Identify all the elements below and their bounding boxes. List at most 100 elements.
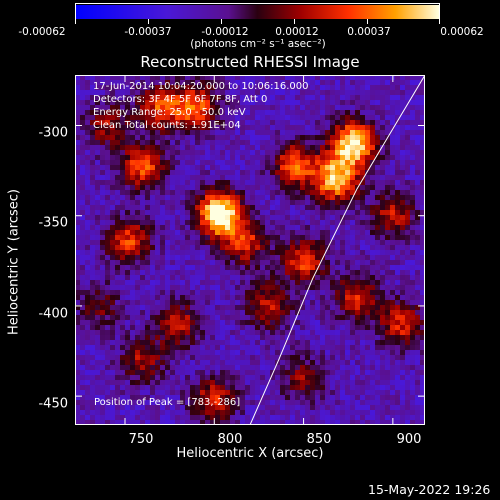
- image-pixel: [270, 100, 276, 106]
- image-pixel: [275, 235, 281, 241]
- colorbar-tick-label: -0.00012: [201, 26, 249, 38]
- image-pixel: [320, 405, 326, 411]
- image-pixel: [315, 410, 321, 416]
- image-pixel: [110, 290, 116, 296]
- image-pixel: [180, 420, 186, 425]
- image-pixel: [220, 200, 226, 206]
- image-pixel: [395, 335, 401, 341]
- image-pixel: [365, 245, 371, 251]
- image-pixel: [420, 350, 425, 356]
- image-pixel: [285, 235, 291, 241]
- image-pixel: [110, 360, 116, 366]
- image-pixel: [410, 95, 416, 101]
- image-pixel: [355, 265, 361, 271]
- image-pixel: [355, 180, 361, 186]
- image-pixel: [300, 140, 306, 146]
- image-pixel: [220, 310, 226, 316]
- image-pixel: [260, 340, 266, 346]
- image-pixel: [415, 115, 421, 121]
- image-pixel: [215, 245, 221, 251]
- image-pixel: [275, 155, 281, 161]
- image-pixel: [310, 245, 316, 251]
- image-pixel: [175, 95, 181, 101]
- image-pixel: [400, 225, 406, 231]
- image-pixel: [360, 320, 366, 326]
- image-pixel: [275, 295, 281, 301]
- image-pixel: [195, 375, 201, 381]
- image-pixel: [340, 355, 346, 361]
- image-pixel: [75, 270, 81, 276]
- image-pixel: [180, 260, 186, 266]
- image-pixel: [265, 100, 271, 106]
- image-pixel: [215, 290, 221, 296]
- image-pixel: [160, 340, 166, 346]
- image-pixel: [290, 320, 296, 326]
- image-pixel: [295, 245, 301, 251]
- image-pixel: [95, 360, 101, 366]
- image-pixel: [410, 350, 416, 356]
- image-pixel: [75, 250, 81, 256]
- image-pixel: [140, 190, 146, 196]
- image-pixel: [260, 290, 266, 296]
- image-pixel: [420, 180, 425, 186]
- image-pixel: [315, 365, 321, 371]
- image-pixel: [115, 260, 121, 266]
- image-pixel: [190, 75, 196, 81]
- image-pixel: [150, 185, 156, 191]
- image-pixel: [390, 85, 396, 91]
- rhessi-image-canvas: [75, 75, 425, 425]
- image-pixel: [415, 235, 421, 241]
- image-pixel: [215, 385, 221, 391]
- image-pixel: [230, 340, 236, 346]
- image-pixel: [200, 275, 206, 281]
- image-pixel: [260, 225, 266, 231]
- image-pixel: [265, 305, 271, 311]
- image-pixel: [230, 235, 236, 241]
- image-pixel: [265, 190, 271, 196]
- image-pixel: [125, 225, 131, 231]
- image-pixel: [280, 155, 286, 161]
- image-pixel: [275, 365, 281, 371]
- image-pixel: [190, 140, 196, 146]
- image-pixel: [290, 145, 296, 151]
- image-pixel: [405, 365, 411, 371]
- image-pixel: [300, 120, 306, 126]
- image-pixel: [170, 125, 176, 131]
- image-pixel: [130, 155, 136, 161]
- image-pixel: [225, 220, 231, 226]
- image-pixel: [150, 340, 156, 346]
- image-pixel: [390, 415, 396, 421]
- image-pixel: [270, 235, 276, 241]
- image-pixel: [255, 275, 261, 281]
- image-pixel: [130, 115, 136, 121]
- image-pixel: [80, 320, 86, 326]
- image-pixel: [405, 280, 411, 286]
- image-pixel: [380, 135, 386, 141]
- image-pixel: [235, 350, 241, 356]
- image-pixel: [255, 235, 261, 241]
- image-pixel: [325, 235, 331, 241]
- image-pixel: [335, 340, 341, 346]
- image-pixel: [320, 85, 326, 91]
- image-pixel: [335, 135, 341, 141]
- image-pixel: [365, 195, 371, 201]
- image-pixel: [95, 220, 101, 226]
- image-pixel: [350, 390, 356, 396]
- image-pixel: [230, 180, 236, 186]
- image-pixel: [345, 350, 351, 356]
- image-pixel: [220, 305, 226, 311]
- image-pixel: [330, 350, 336, 356]
- image-pixel: [345, 165, 351, 171]
- image-pixel: [250, 160, 256, 166]
- image-pixel: [125, 95, 131, 101]
- image-pixel: [365, 205, 371, 211]
- image-pixel: [395, 360, 401, 366]
- image-pixel: [105, 100, 111, 106]
- image-pixel: [405, 395, 411, 401]
- image-pixel: [330, 405, 336, 411]
- image-pixel: [390, 405, 396, 411]
- image-pixel: [370, 150, 376, 156]
- image-pixel: [365, 400, 371, 406]
- image-pixel: [345, 210, 351, 216]
- image-pixel: [280, 225, 286, 231]
